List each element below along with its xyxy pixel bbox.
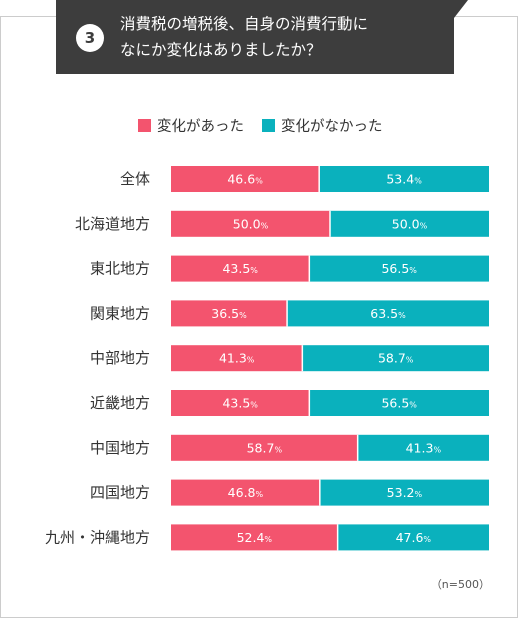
category-label: 北海道地方 [75,215,150,233]
legend-swatch-series2 [262,118,275,132]
data-label: 52.4% [237,530,273,545]
data-label: 50.0% [233,216,269,231]
bar-segment-series1 [171,479,320,506]
bar-segment-series1 [171,434,358,461]
question-title-box [56,0,454,74]
bar-segment-series2 [319,166,489,192]
data-label: 56.5% [381,261,417,276]
title-box-tail [454,0,468,18]
legend-swatch-series1 [138,118,151,132]
bar-segment-series2 [287,300,489,327]
data-label: 58.7% [378,351,414,366]
bar-segment-series2 [309,255,489,282]
data-label: 41.3% [219,351,255,366]
data-label: 63.5% [370,306,406,321]
category-label: 東北地方 [90,260,150,278]
data-label: 46.8% [228,485,264,500]
legend-item-series2: 変化がなかった [262,116,383,135]
bar-segment-series1 [171,390,310,416]
data-label: 41.3% [406,440,442,455]
bar-segment-series1 [171,345,303,372]
category-label: 九州・沖縄地方 [45,528,150,546]
legend-label-series2: 変化がなかった [281,118,383,135]
data-label: 46.6% [227,172,263,187]
bar-segment-series1 [171,300,288,327]
bar-segment-series1 [171,166,320,192]
data-label: 43.5% [222,261,258,276]
question-title-line1: 消費税の増税後、自身の消費行動に [120,15,369,33]
legend-item-series1: 変化があった [138,116,244,135]
data-label: 53.4% [386,172,422,187]
sample-size-note: （n=500） [430,578,490,591]
bar-segment-series2 [330,210,489,237]
bar-segment-series2 [337,524,489,551]
legend-label-series1: 変化があった [157,118,244,135]
category-label: 四国地方 [90,484,150,502]
bar-segment-series1 [171,255,310,282]
data-label: 43.5% [222,396,258,411]
bar-segment-series1 [171,210,330,237]
question-number-badge: 3 [76,24,104,52]
category-label: 近畿地方 [90,394,150,412]
bar-segment-series2 [309,390,489,416]
bar-segment-series2 [319,479,489,506]
data-label: 36.5% [211,306,247,321]
category-label: 関東地方 [90,304,150,322]
bar-segment-series1 [171,524,338,551]
data-label: 53.2% [387,485,423,500]
category-label: 全体 [120,170,150,188]
bar-segment-series2 [302,345,489,372]
question-title-line2: なにか変化はありましたか？ [120,41,322,59]
category-label: 中部地方 [90,349,150,367]
data-label: 50.0% [392,216,428,231]
bar-segment-series2 [357,434,489,461]
data-label: 58.7% [247,440,283,455]
category-label: 中国地方 [90,439,150,457]
data-label: 47.6% [396,530,432,545]
data-label: 56.5% [381,396,417,411]
